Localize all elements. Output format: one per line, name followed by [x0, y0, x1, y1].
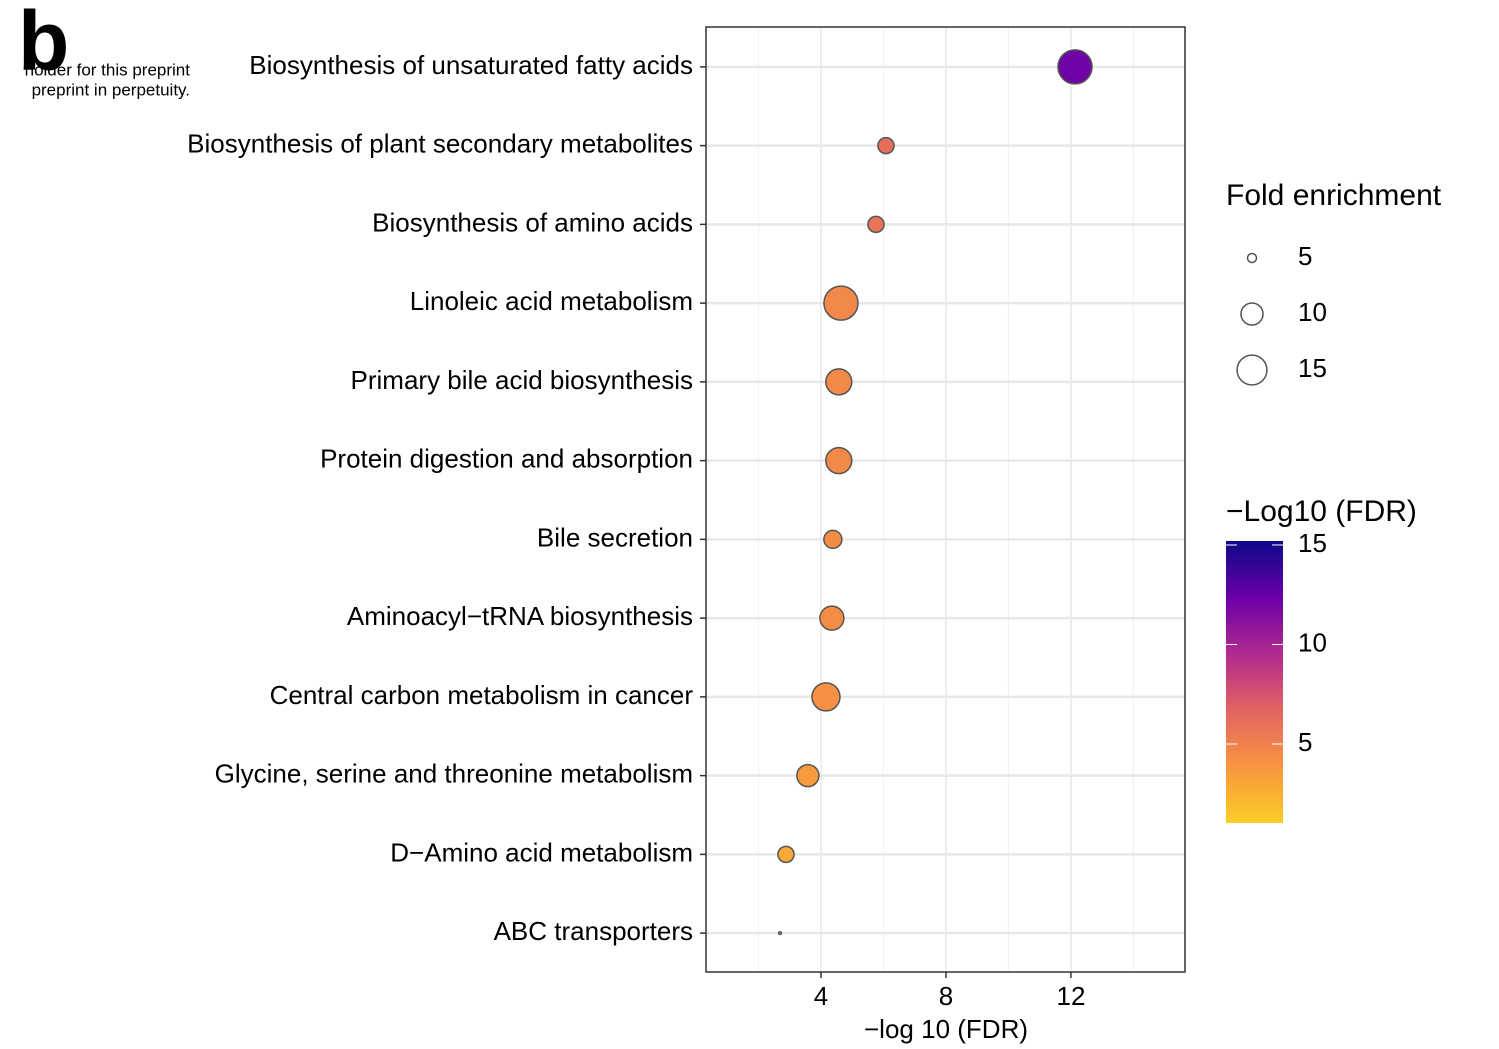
bubble — [823, 285, 859, 321]
color-legend-title: −Log10 (FDR) — [1226, 495, 1417, 528]
y-tick-label: ABC transporters — [494, 916, 693, 946]
color-tick-label: 15 — [1298, 528, 1327, 558]
bubble — [825, 368, 853, 396]
y-tick-label: Biosynthesis of amino acids — [372, 207, 693, 237]
bubble — [867, 215, 885, 234]
size-legend-label: 10 — [1298, 297, 1327, 327]
bubble — [823, 529, 843, 550]
x-axis-title: −log 10 (FDR) — [864, 1014, 1028, 1044]
y-tick-label: Aminoacyl−tRNA biosynthesis — [347, 601, 693, 631]
bubble — [777, 930, 783, 936]
size-legend-key — [1246, 252, 1258, 264]
size-legend-label: 5 — [1298, 241, 1312, 271]
bubble — [811, 682, 841, 712]
annotation: holder for this preprint — [25, 60, 191, 79]
x-tick-label: 4 — [814, 981, 828, 1011]
bubble — [777, 845, 795, 864]
color-tick-label: 5 — [1298, 727, 1312, 757]
bubble — [825, 446, 853, 475]
annotation: preprint in perpetuity. — [32, 80, 190, 99]
y-tick-label: D−Amino acid metabolism — [390, 837, 693, 867]
y-tick-label: Biosynthesis of plant secondary metaboli… — [187, 129, 693, 159]
bubble — [877, 136, 895, 155]
bubble — [796, 763, 820, 788]
y-tick-label: Bile secretion — [537, 522, 693, 552]
y-tick-label: Linoleic acid metabolism — [410, 286, 693, 316]
y-tick-label: Biosynthesis of unsaturated fatty acids — [249, 50, 693, 80]
size-legend-key — [1236, 354, 1268, 386]
bubble — [819, 605, 845, 631]
y-tick-label: Protein digestion and absorption — [320, 444, 693, 474]
y-tick-label: Glycine, serine and threonine metabolism — [215, 759, 693, 789]
x-tick-label: 12 — [1056, 981, 1085, 1011]
color-tick-label: 10 — [1298, 627, 1327, 657]
bubble — [1057, 49, 1093, 85]
size-legend-label: 15 — [1298, 353, 1327, 383]
x-tick-label: 8 — [939, 981, 953, 1011]
panel-label: b — [18, 0, 69, 88]
size-legend-key — [1240, 302, 1264, 326]
y-tick-label: Primary bile acid biosynthesis — [351, 365, 693, 395]
color-bar — [1226, 541, 1283, 823]
y-tick-label: Central carbon metabolism in cancer — [270, 680, 694, 710]
size-legend-title: Fold enrichment — [1226, 179, 1442, 212]
